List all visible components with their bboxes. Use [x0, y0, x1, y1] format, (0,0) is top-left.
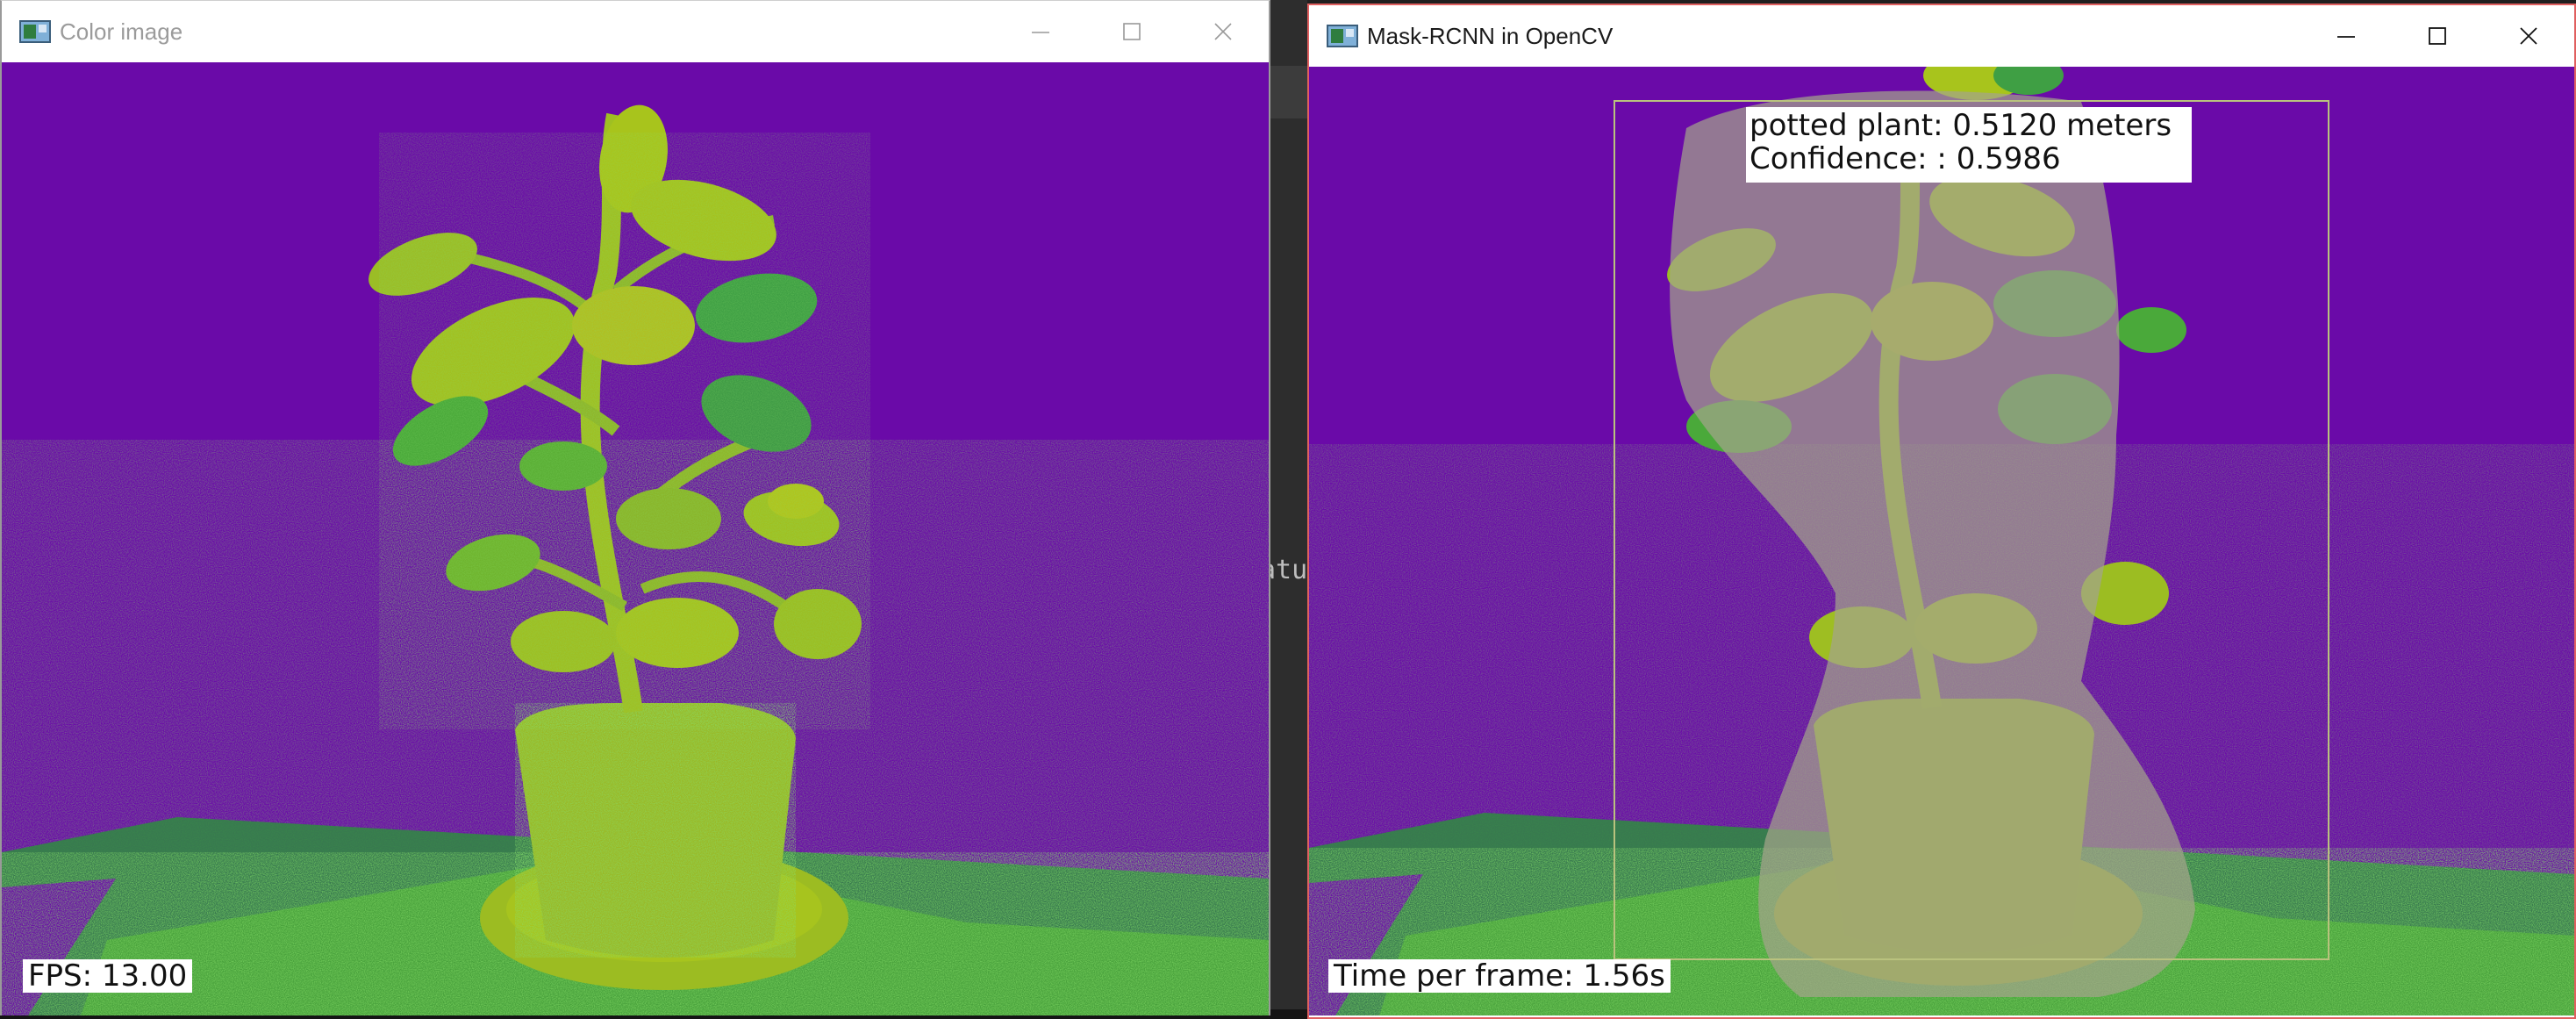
- maximize-button[interactable]: [1086, 1, 1177, 62]
- app-icon[interactable]: [19, 20, 51, 43]
- console-bottom-strip: [0, 1009, 2576, 1019]
- depth-image-scene: [2, 104, 1269, 1015]
- window-title: Mask-RCNN in OpenCV: [1367, 22, 1614, 49]
- detection-confidence-label: Confidence: : 0.5986: [1750, 141, 2061, 176]
- maximize-button[interactable]: [2392, 5, 2483, 67]
- mask-rcnn-canvas[interactable]: potted plant: 0.5120 meters Confidence: …: [1309, 67, 2574, 1015]
- console-gap-accent: [1270, 66, 1307, 118]
- detection-bounding-box: [1614, 100, 2329, 960]
- close-button[interactable]: [2483, 5, 2574, 67]
- color-image-window[interactable]: Color image: [0, 0, 1270, 1015]
- window-controls: [2301, 5, 2574, 67]
- mask-rcnn-window[interactable]: Mask-RCNN in OpenCV: [1307, 4, 2576, 1019]
- close-icon: [1214, 23, 1232, 40]
- window-title: Color image: [60, 18, 183, 45]
- time-per-frame-label: Time per frame: 1.56s: [1328, 959, 1671, 993]
- minimize-button[interactable]: [2301, 5, 2392, 67]
- maximize-icon: [2429, 27, 2446, 45]
- titlebar[interactable]: Color image: [2, 1, 1269, 62]
- minimize-icon: [1032, 32, 1049, 33]
- segmentation-mask: [1670, 90, 2195, 998]
- color-image-canvas[interactable]: FPS: 13.00: [2, 62, 1269, 1015]
- detection-label: potted plant: 0.5120 meters Confidence: …: [1746, 107, 2192, 183]
- close-icon: [2520, 27, 2537, 45]
- titlebar[interactable]: Mask-RCNN in OpenCV: [1309, 5, 2574, 67]
- fps-label: FPS: 13.00: [23, 959, 193, 993]
- close-button[interactable]: [1177, 1, 1269, 62]
- minimize-button[interactable]: [995, 1, 1086, 62]
- app-icon[interactable]: [1327, 25, 1358, 47]
- detection-distance-label: potted plant: 0.5120 meters: [1750, 108, 2172, 143]
- segmented-scene: [1309, 67, 2574, 1015]
- console-gap: [1270, 0, 1307, 1019]
- minimize-icon: [2337, 36, 2355, 38]
- maximize-icon: [1123, 23, 1141, 40]
- window-controls: [995, 1, 1269, 62]
